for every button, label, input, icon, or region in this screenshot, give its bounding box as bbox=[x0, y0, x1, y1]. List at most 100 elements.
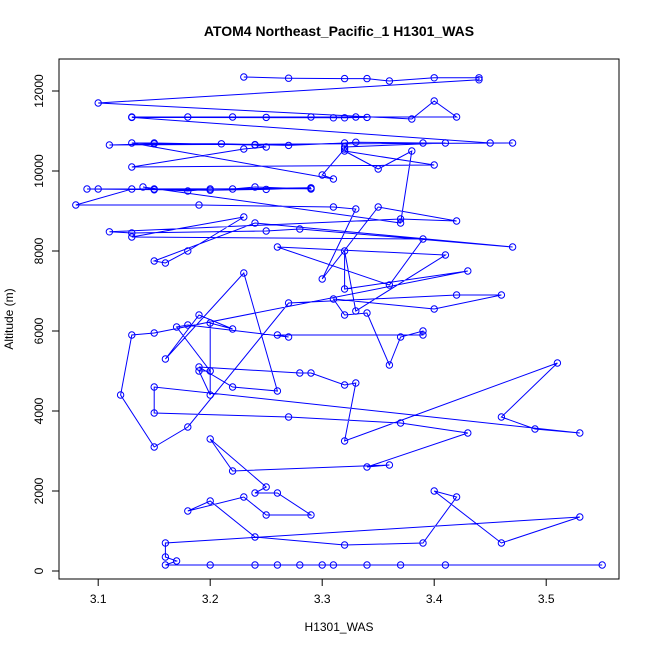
data-point bbox=[273, 561, 282, 569]
data-point bbox=[352, 138, 360, 146]
data-point bbox=[184, 247, 192, 255]
data-point bbox=[307, 369, 315, 377]
y-axis-label: Altitude (m) bbox=[2, 288, 16, 349]
data-point bbox=[206, 319, 214, 327]
data-point bbox=[452, 113, 461, 121]
data-point bbox=[262, 227, 270, 235]
data-point bbox=[284, 413, 293, 421]
data-point bbox=[206, 561, 214, 569]
data-point bbox=[105, 141, 114, 149]
data-point bbox=[105, 228, 114, 236]
data-point bbox=[172, 557, 181, 565]
data-point bbox=[430, 74, 438, 82]
data-point bbox=[363, 74, 371, 83]
data-point bbox=[396, 219, 405, 227]
y-axis: 0 2000 4000 6000 8000 10000 12000 bbox=[32, 74, 60, 574]
data-point bbox=[497, 291, 506, 299]
data-point bbox=[240, 73, 248, 81]
data-point bbox=[262, 143, 270, 151]
data-point bbox=[363, 561, 371, 569]
x-axis: 3.1 3.2 3.3 3.4 3.5 bbox=[90, 578, 555, 606]
data-point bbox=[352, 205, 360, 213]
data-point bbox=[419, 327, 427, 335]
data-point bbox=[307, 511, 315, 519]
data-point bbox=[374, 203, 382, 211]
data-point bbox=[240, 269, 248, 277]
data-point bbox=[284, 333, 293, 341]
data-point bbox=[228, 325, 237, 333]
data-point bbox=[251, 533, 259, 541]
data-point bbox=[441, 251, 450, 259]
data-point bbox=[150, 186, 158, 194]
data-point bbox=[385, 461, 394, 469]
data-point bbox=[94, 185, 102, 193]
data-point bbox=[307, 184, 315, 192]
data-point bbox=[464, 429, 472, 437]
data-point bbox=[340, 541, 349, 549]
data-point bbox=[206, 186, 214, 194]
data-point bbox=[128, 139, 136, 147]
data-point bbox=[262, 483, 270, 491]
x-tick-label: 3.3 bbox=[314, 592, 331, 606]
y-tick-label: 8000 bbox=[32, 237, 46, 264]
data-point bbox=[318, 171, 326, 179]
data-point bbox=[139, 183, 147, 191]
y-tick-label: 0 bbox=[32, 567, 46, 574]
data-point bbox=[284, 74, 293, 82]
data-point bbox=[161, 539, 170, 547]
data-point bbox=[419, 235, 427, 243]
data-point bbox=[340, 381, 349, 389]
data-point bbox=[228, 383, 237, 391]
data-point bbox=[284, 141, 293, 150]
x-tick-label: 3.4 bbox=[426, 592, 443, 606]
data-point bbox=[419, 539, 427, 547]
data-point bbox=[508, 139, 517, 147]
data-point bbox=[184, 321, 192, 329]
x-tick-label: 3.5 bbox=[538, 592, 555, 606]
data-point bbox=[228, 185, 237, 193]
data-point bbox=[352, 113, 360, 121]
data-point bbox=[184, 187, 192, 195]
data-point bbox=[184, 423, 192, 431]
data-point bbox=[251, 183, 259, 191]
y-tick-label: 6000 bbox=[32, 317, 46, 344]
data-point bbox=[94, 99, 102, 107]
data-point bbox=[172, 323, 181, 331]
data-point bbox=[430, 487, 438, 495]
data-point bbox=[553, 359, 562, 367]
data-point bbox=[217, 140, 226, 148]
data-point bbox=[318, 275, 326, 283]
data-point bbox=[508, 243, 517, 251]
data-point bbox=[150, 383, 158, 391]
data-point bbox=[340, 114, 349, 122]
data-point bbox=[240, 493, 248, 501]
data-point bbox=[184, 113, 192, 121]
data-point bbox=[251, 561, 259, 569]
data-point bbox=[396, 561, 405, 569]
data-point bbox=[598, 561, 606, 569]
data-point bbox=[72, 201, 80, 209]
data-point bbox=[284, 299, 293, 307]
y-tick-label: 10000 bbox=[32, 154, 46, 188]
data-point bbox=[576, 513, 584, 521]
data-point bbox=[340, 247, 349, 255]
data-point bbox=[452, 217, 461, 225]
data-point bbox=[296, 369, 304, 377]
data-point bbox=[307, 113, 315, 121]
data-point bbox=[340, 143, 349, 151]
data-point bbox=[83, 185, 91, 193]
data-point bbox=[408, 115, 416, 123]
data-point bbox=[128, 163, 136, 171]
data-point bbox=[150, 139, 158, 147]
data-point bbox=[452, 291, 461, 299]
data-point bbox=[340, 74, 349, 83]
data-point bbox=[128, 113, 136, 122]
data-point bbox=[396, 333, 405, 341]
data-point bbox=[329, 561, 338, 569]
data-point bbox=[161, 259, 170, 267]
data-point bbox=[486, 139, 494, 147]
data-point bbox=[363, 113, 371, 122]
data-point bbox=[340, 147, 349, 155]
data-point bbox=[262, 185, 270, 194]
